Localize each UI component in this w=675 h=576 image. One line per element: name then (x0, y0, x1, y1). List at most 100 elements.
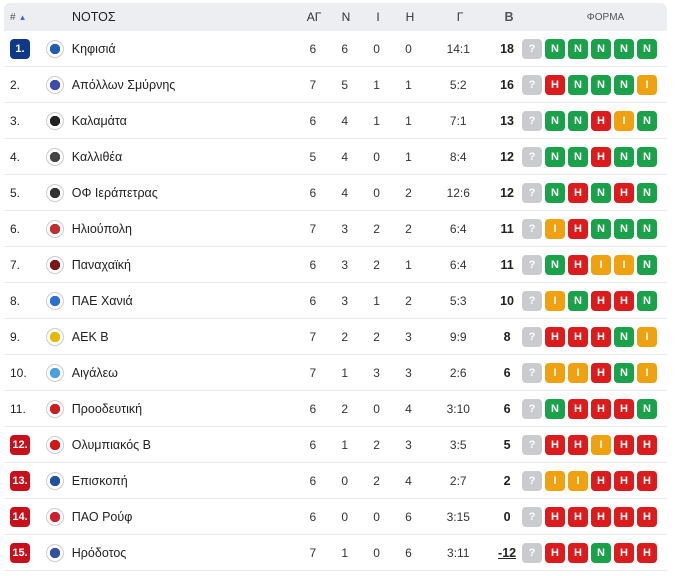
team-name-link[interactable]: Απόλλων Σμύρνης (71, 77, 176, 92)
form-result-badge[interactable]: H (614, 398, 635, 419)
won-column-header[interactable]: Ν (341, 10, 351, 24)
table-row[interactable]: 14. ΠΑΟ Ρούφ 6 0 0 6 3:15 0? H H H H H (4, 499, 667, 535)
form-result-badge[interactable]: N (637, 398, 658, 419)
form-result-badge[interactable]: H (568, 254, 589, 275)
form-result-badge[interactable]: N (614, 38, 635, 59)
form-result-badge[interactable]: H (614, 470, 635, 491)
form-result-badge[interactable]: N (568, 74, 589, 95)
table-row[interactable]: 13. Επισκοπή 6 0 2 4 2:7 2? I I H H H (4, 463, 667, 499)
team-name-link[interactable]: Αιγάλεω (71, 365, 118, 380)
form-result-badge[interactable]: H (614, 182, 635, 203)
form-result-badge[interactable]: N (591, 74, 612, 95)
form-result-badge[interactable]: N (545, 398, 566, 419)
form-result-badge[interactable]: H (568, 542, 589, 563)
form-result-badge[interactable]: N (614, 146, 635, 167)
team-name-link[interactable]: Επισκοπή (71, 473, 128, 488)
form-result-badge[interactable]: H (545, 542, 566, 563)
form-result-badge[interactable]: N (545, 254, 566, 275)
form-result-badge[interactable]: N (637, 182, 658, 203)
form-result-badge[interactable]: I (545, 362, 566, 383)
upcoming-match-badge[interactable]: ? (522, 398, 543, 419)
form-result-badge[interactable]: I (545, 470, 566, 491)
form-result-badge[interactable]: H (637, 542, 658, 563)
form-result-badge[interactable]: H (545, 326, 566, 347)
form-result-badge[interactable]: H (545, 74, 566, 95)
form-result-badge[interactable]: H (568, 398, 589, 419)
upcoming-match-badge[interactable]: ? (522, 182, 543, 203)
form-result-badge[interactable]: N (591, 182, 612, 203)
form-result-badge[interactable]: I (637, 74, 658, 95)
points-cell[interactable]: -12 (498, 545, 517, 560)
form-result-badge[interactable]: H (637, 434, 658, 455)
team-name-link[interactable]: ΟΦ Ιεράπετρας (71, 185, 158, 200)
upcoming-match-badge[interactable]: ? (522, 218, 543, 239)
upcoming-match-badge[interactable]: ? (522, 326, 543, 347)
form-result-badge[interactable]: H (614, 290, 635, 311)
team-name-link[interactable]: Καλλιθέα (71, 149, 123, 164)
table-row[interactable]: 12. Ολυμπιακός Β 6 1 2 3 3:5 5? H H I H H (4, 427, 667, 463)
form-result-badge[interactable]: N (545, 110, 566, 131)
lost-column-header[interactable]: Η (405, 10, 415, 24)
form-result-badge[interactable]: H (637, 470, 658, 491)
form-result-badge[interactable]: I (545, 290, 566, 311)
team-name-link[interactable]: ΠΑΕ Χανιά (71, 293, 133, 308)
form-result-badge[interactable]: H (568, 326, 589, 347)
form-result-badge[interactable]: N (637, 38, 658, 59)
form-result-badge[interactable]: N (637, 146, 658, 167)
table-row[interactable]: 11. Προοδευτική 6 2 0 4 3:10 6? N H H H N (4, 391, 667, 427)
upcoming-match-badge[interactable]: ? (522, 542, 543, 563)
table-row[interactable]: 1. Κηφισιά 6 6 0 0 14:1 18? N N N N N (4, 31, 667, 67)
form-result-badge[interactable]: N (637, 218, 658, 239)
upcoming-match-badge[interactable]: ? (522, 470, 543, 491)
upcoming-match-badge[interactable]: ? (522, 146, 543, 167)
table-row[interactable]: 8. ΠΑΕ Χανιά 6 3 1 2 5:3 10? I N H H N (4, 283, 667, 319)
form-result-badge[interactable]: N (614, 218, 635, 239)
form-result-badge[interactable]: H (568, 434, 589, 455)
form-result-badge[interactable]: I (614, 110, 635, 131)
form-result-badge[interactable]: H (591, 146, 612, 167)
upcoming-match-badge[interactable]: ? (522, 506, 543, 527)
form-result-badge[interactable]: H (568, 218, 589, 239)
team-name-link[interactable]: Ηρόδοτος (71, 545, 127, 560)
form-result-badge[interactable]: N (568, 110, 589, 131)
form-result-badge[interactable]: I (591, 254, 612, 275)
form-result-badge[interactable]: H (614, 434, 635, 455)
played-column-header[interactable]: ΑΓ (306, 10, 322, 24)
form-result-badge[interactable]: H (591, 110, 612, 131)
form-result-badge[interactable]: H (545, 434, 566, 455)
table-row[interactable]: 4. Καλλιθέα 5 4 0 1 8:4 12? N N H N N (4, 139, 667, 175)
team-name-link[interactable]: ΠΑΟ Ρούφ (71, 509, 133, 524)
form-result-badge[interactable]: N (614, 362, 635, 383)
table-row[interactable]: 9. ΑΕΚ Β 7 2 2 3 9:9 8? H H H N I (4, 319, 667, 355)
form-result-badge[interactable]: N (545, 38, 566, 59)
form-result-badge[interactable]: H (568, 182, 589, 203)
form-result-badge[interactable]: H (591, 290, 612, 311)
table-row[interactable]: 2. Απόλλων Σμύρνης 7 5 1 1 5:2 16? H N N N I (4, 67, 667, 103)
form-result-badge[interactable]: H (591, 470, 612, 491)
form-result-badge[interactable]: N (545, 182, 566, 203)
form-result-badge[interactable]: H (591, 362, 612, 383)
form-result-badge[interactable]: H (591, 398, 612, 419)
team-name-link[interactable]: Κηφισιά (71, 41, 116, 56)
upcoming-match-badge[interactable]: ? (522, 74, 543, 95)
team-name-link[interactable]: Ολυμπιακός Β (71, 437, 151, 452)
form-result-badge[interactable]: H (545, 506, 566, 527)
team-column-header[interactable]: ΝΟΤΟΣ (72, 10, 116, 24)
table-row[interactable]: 10. Αιγάλεω 7 1 3 3 2:6 6? I I H N I (4, 355, 667, 391)
form-result-badge[interactable]: H (637, 506, 658, 527)
form-result-badge[interactable]: I (591, 434, 612, 455)
team-name-link[interactable]: ΑΕΚ Β (71, 329, 109, 344)
form-result-badge[interactable]: N (637, 110, 658, 131)
form-result-badge[interactable]: H (614, 506, 635, 527)
form-result-badge[interactable]: N (568, 290, 589, 311)
form-result-badge[interactable]: N (637, 290, 658, 311)
team-name-link[interactable]: Προοδευτική (71, 401, 143, 416)
form-result-badge[interactable]: H (591, 506, 612, 527)
form-result-badge[interactable]: I (545, 218, 566, 239)
form-result-badge[interactable]: N (614, 74, 635, 95)
form-result-badge[interactable]: H (591, 326, 612, 347)
upcoming-match-badge[interactable]: ? (522, 290, 543, 311)
form-result-badge[interactable]: I (568, 470, 589, 491)
upcoming-match-badge[interactable]: ? (522, 362, 543, 383)
table-row[interactable]: 15. Ηρόδοτος 7 1 0 6 3:11 -12? H H N H H (4, 535, 667, 571)
